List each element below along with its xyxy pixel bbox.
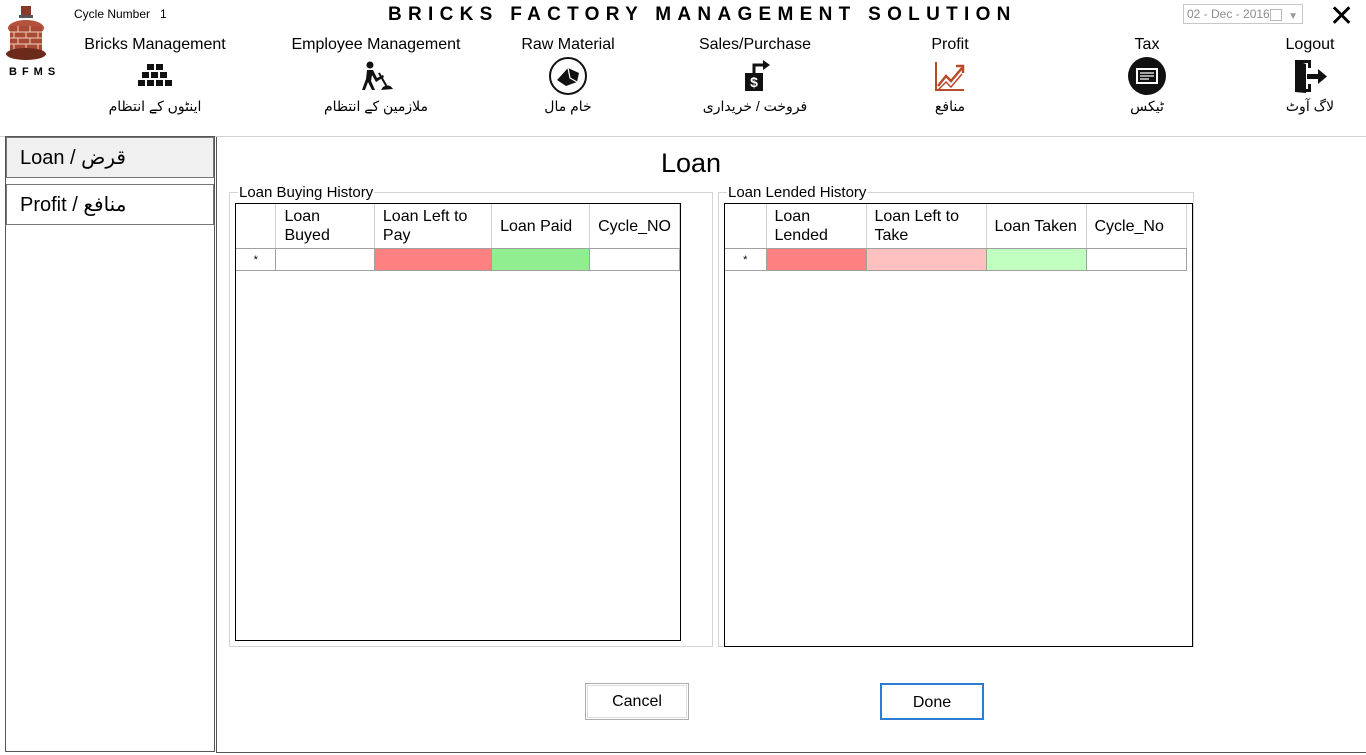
header-divider [0,136,1366,137]
loan-lended-group: Loan Lended History [718,184,1194,647]
nav-label-ur: ٹیکس [1130,98,1164,114]
nav-label-ur: فروخت / خریداری [702,98,808,114]
sidebar-item-loan[interactable]: Loan / قرض [6,137,214,178]
nav-label-en: Profit [931,36,969,53]
cell-loan-paid[interactable] [491,248,591,271]
loan-buying-grid[interactable]: Loan Buyed Loan Left to Pay Loan Paid Cy… [235,203,681,641]
row-header-corner [725,204,767,249]
loan-buying-table: Loan Buyed Loan Left to Pay Loan Paid Cy… [236,204,680,271]
calendar-icon[interactable] [1270,9,1282,21]
sidebar-item-profit[interactable]: Profit / منافع [6,184,214,225]
done-button[interactable]: Done [880,683,984,720]
sidebar: Loan / قرض Profit / منافع [5,136,215,752]
nav-label-en: Sales/Purchase [698,36,812,53]
table-row-new: * [725,248,1187,271]
nav-label-en: Employee Management [291,36,461,53]
loan-lended-grid[interactable]: Loan Lended Loan Left to Take Loan Taken… [724,203,1193,647]
row-header-new[interactable]: * [725,248,767,271]
nav-label-en: Raw Material [521,36,615,53]
cell-loan-taken[interactable] [986,248,1087,271]
bfms-logo [4,6,48,62]
column-header-loan-lended[interactable]: Loan Lended [766,204,867,249]
nav-label-ur: خام مال [544,98,592,114]
nav-label-ur: منافع [934,98,966,114]
column-header-cycle-no[interactable]: Cycle_No [1086,204,1187,249]
dollar-transfer-icon[interactable]: $ [665,56,845,96]
date-picker[interactable]: 02 - Dec - 2016 ▼ [1183,4,1303,24]
row-header-corner [236,204,277,249]
loan-lended-legend: Loan Lended History [727,184,868,201]
profit-chart-icon[interactable] [860,56,1040,96]
table-header-row: Loan Lended Loan Left to Take Loan Taken… [725,204,1187,249]
loan-buying-legend: Loan Buying History [238,184,375,201]
sidebar-item-label: Profit / منافع [20,194,127,216]
loan-lended-table: Loan Lended Loan Left to Take Loan Taken… [725,204,1187,271]
column-header-loan-taken[interactable]: Loan Taken [986,204,1087,249]
nav-logout[interactable]: Logout لاگ آوٹ [1220,36,1366,115]
nav-label-ur: اینٹوں کے انتظام [108,98,202,114]
nav-label-en: Tax [1134,36,1160,53]
table-header-row: Loan Buyed Loan Left to Pay Loan Paid Cy… [236,204,680,249]
column-header-loan-paid[interactable]: Loan Paid [491,204,591,249]
cycle-number-value: 1 [160,7,167,21]
nav-employee-management[interactable]: Employee Management ملازمین کے انتظام [286,36,466,115]
nav-label-ur: ملازمین کے انتظام [323,98,429,114]
table-row-new: * [236,248,680,271]
date-value: 02 - Dec - 2016 [1187,7,1270,21]
raw-material-icon[interactable] [478,56,658,96]
nav-label-en: Bricks Management [84,36,226,53]
cycle-number-label: Cycle Number [74,7,151,21]
nav-profit[interactable]: Profit منافع [860,36,1040,115]
worker-digging-icon[interactable] [286,56,466,96]
column-header-loan-left-to-pay[interactable]: Loan Left to Pay [374,204,493,249]
cycle-number: Cycle Number 1 [74,7,177,21]
bricks-icon[interactable] [65,56,245,96]
app-title: BRICKS FACTORY MANAGEMENT SOLUTION [388,4,1017,25]
sidebar-item-label: Loan / قرض [20,147,126,169]
cancel-button[interactable]: Cancel [585,683,689,720]
nav-bricks-management[interactable]: Bricks Management اینٹوں کے انتظام [65,36,245,115]
nav-sales-purchase[interactable]: Sales/Purchase $ فروخت / خریداری [665,36,845,115]
cell-loan-lended[interactable] [766,248,867,271]
cell-loan-buyed[interactable] [275,248,375,271]
row-header-new[interactable]: * [236,248,277,271]
svg-text:$: $ [750,74,758,90]
cell-loan-left-to-pay[interactable] [374,248,493,271]
column-header-loan-buyed[interactable]: Loan Buyed [275,204,375,249]
cell-cycle-no[interactable] [1086,248,1187,271]
column-header-loan-left-to-take[interactable]: Loan Left to Take [866,204,987,249]
nav-tax[interactable]: Tax ٹیکس [1057,36,1237,115]
cell-loan-left-to-take[interactable] [866,248,987,271]
main-panel [216,137,1366,753]
loan-buying-group: Loan Buying History [229,184,713,647]
cell-cycle-no[interactable] [589,248,680,271]
nav-label-ur: لاگ آوٹ [1285,98,1335,114]
column-header-cycle-no[interactable]: Cycle_NO [589,204,680,249]
tax-icon[interactable] [1057,56,1237,96]
page-title: Loan [661,148,722,178]
nav-label-en: Logout [1285,36,1335,53]
app-abbrev: BFMS [9,66,61,78]
chevron-down-icon[interactable]: ▼ [1288,11,1298,22]
nav-raw-material[interactable]: Raw Material خام مال [478,36,658,115]
close-button[interactable]: ✕ [1329,0,1355,33]
logout-door-icon[interactable] [1220,56,1366,96]
